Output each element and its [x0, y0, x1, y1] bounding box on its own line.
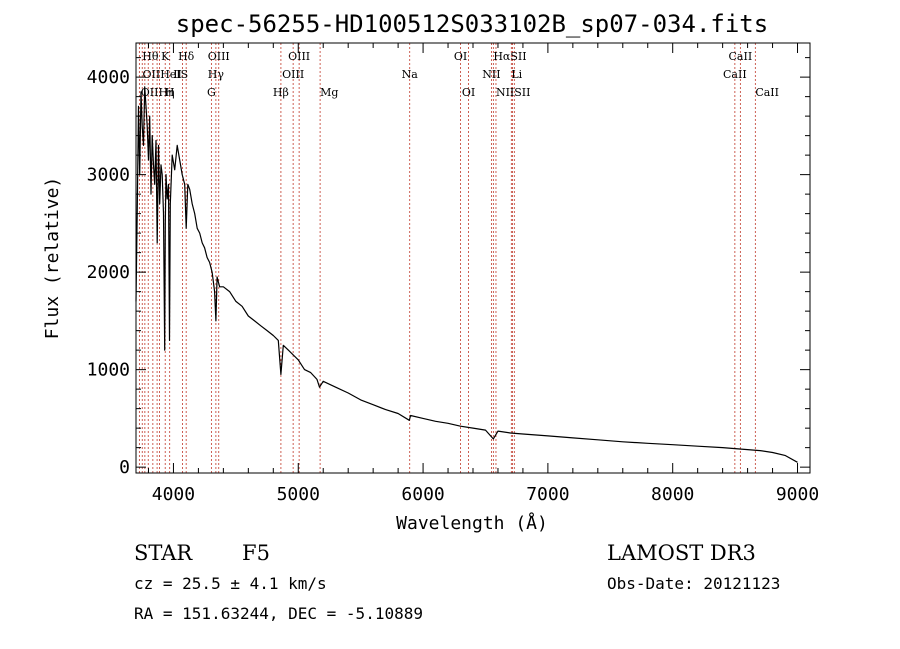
y-tick-label: 3000 — [87, 165, 130, 186]
line-label: NII — [482, 68, 500, 81]
line-label: OIII — [208, 50, 230, 63]
line-label: II — [173, 68, 182, 81]
line-label: CaII — [723, 68, 747, 81]
line-label: OIIHeIS — [142, 68, 188, 81]
object-subclass: F5 — [242, 541, 270, 565]
x-axis-ticks: 4000 5000 6000 7000 8000 9000 — [147, 43, 819, 505]
y-tick-label: 2000 — [87, 262, 130, 283]
survey-name: LAMOST DR3 — [607, 541, 756, 565]
coordinates-readout: RA = 151.63244, DEC = -5.10889 — [134, 604, 423, 623]
x-tick-label: 7000 — [526, 484, 569, 505]
spectrum-series — [135, 86, 798, 463]
observation-date: Obs-Date: 20121123 — [607, 574, 780, 593]
x-tick-label: 6000 — [401, 484, 444, 505]
x-axis-label: Wavelength (Å) — [396, 512, 548, 534]
line-label: OI — [462, 86, 475, 99]
line-label: Li — [511, 68, 522, 81]
spectral-line-markers — [138, 43, 756, 473]
line-label: OIII — [288, 50, 310, 63]
spectrum-line — [135, 86, 798, 463]
line-label: Na — [402, 68, 419, 81]
line-label: CaII — [755, 86, 779, 99]
chart-title: spec-56255-HD100512S033102B_sp07-034.fit… — [176, 10, 768, 38]
line-label: Hθ — [142, 50, 159, 63]
y-axis-ticks: 0 1000 2000 3000 4000 — [87, 57, 810, 478]
line-label: OIIHη — [141, 86, 175, 99]
y-tick-label: 1000 — [87, 360, 130, 381]
line-label: Hγ — [208, 68, 225, 81]
line-label: H — [165, 86, 175, 99]
line-label: Hδ — [178, 50, 195, 63]
line-label: OI — [454, 50, 467, 63]
line-label: K — [161, 50, 170, 63]
x-tick-label: 5000 — [277, 484, 320, 505]
x-tick-label: 8000 — [651, 484, 694, 505]
y-axis-label: Flux (relative) — [42, 177, 63, 340]
x-tick-label: 9000 — [776, 484, 819, 505]
line-label: OIII — [282, 68, 304, 81]
x-tick-label: 4000 — [152, 484, 195, 505]
object-class: STAR — [134, 541, 193, 565]
line-label: G — [207, 86, 216, 99]
line-label: CaII — [729, 50, 753, 63]
plot-frame — [135, 42, 811, 474]
line-label: Hβ — [273, 86, 289, 99]
line-label: Mg — [320, 86, 338, 99]
y-tick-label: 4000 — [87, 67, 130, 88]
line-label: NIISII — [496, 86, 531, 99]
y-tick-label: 0 — [119, 457, 130, 478]
redshift-readout: cz = 25.5 ± 4.1 km/s — [134, 574, 327, 593]
line-label: HαSII — [493, 50, 526, 63]
